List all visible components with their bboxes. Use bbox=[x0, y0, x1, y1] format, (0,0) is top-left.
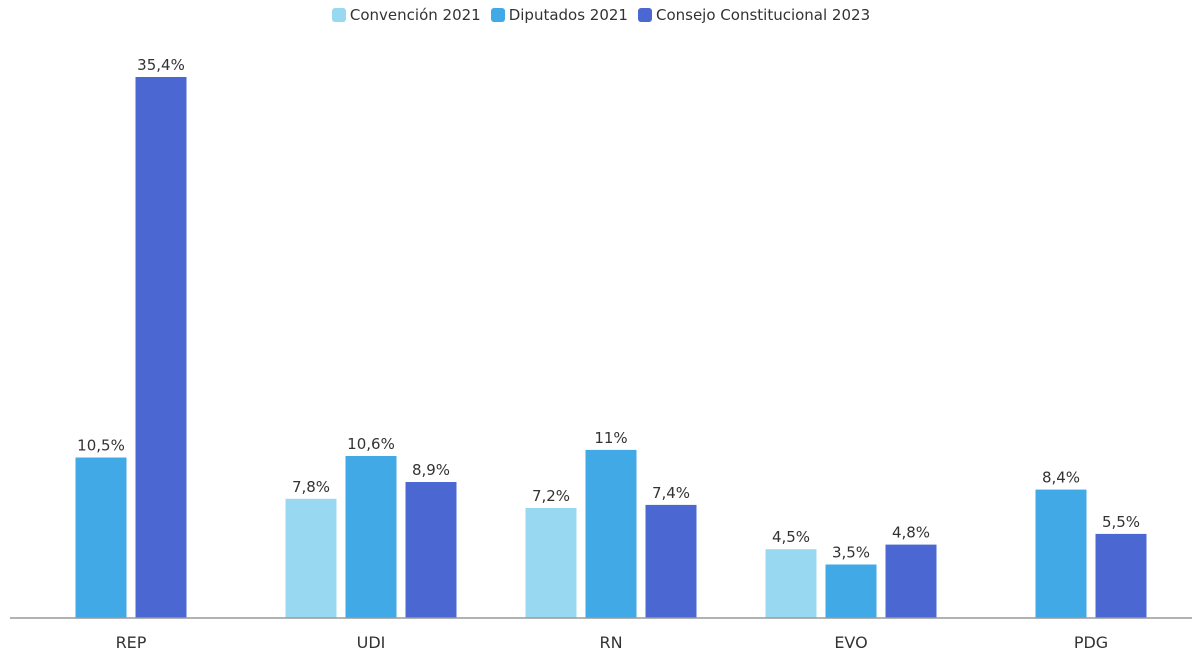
data-label-pdg-diputados: 8,4% bbox=[1042, 469, 1080, 487]
data-label-rn-consejo: 7,4% bbox=[652, 484, 690, 502]
bar-evo-diputados[interactable] bbox=[826, 565, 877, 619]
bar-rn-consejo[interactable] bbox=[646, 505, 697, 618]
data-label-udi-consejo: 8,9% bbox=[412, 461, 450, 479]
x-tick-label-rn: RN bbox=[599, 633, 622, 652]
data-label-evo-convencion: 4,5% bbox=[772, 528, 810, 546]
x-tick-label-udi: UDI bbox=[357, 633, 386, 652]
bar-evo-convencion[interactable] bbox=[766, 549, 817, 618]
bar-udi-convencion[interactable] bbox=[286, 499, 337, 618]
bar-rep-diputados[interactable] bbox=[76, 458, 127, 619]
data-label-rep-consejo: 35,4% bbox=[137, 56, 185, 74]
x-tick-label-rep: REP bbox=[116, 633, 147, 652]
data-label-udi-diputados: 10,6% bbox=[347, 435, 395, 453]
bar-udi-consejo[interactable] bbox=[406, 482, 457, 618]
data-label-rn-convencion: 7,2% bbox=[532, 487, 570, 505]
bar-pdg-consejo[interactable] bbox=[1096, 534, 1147, 618]
data-label-udi-convencion: 7,8% bbox=[292, 478, 330, 496]
data-label-evo-diputados: 3,5% bbox=[832, 544, 870, 562]
x-tick-label-evo: EVO bbox=[834, 633, 867, 652]
x-tick-labels: REP UDI RN EVO PDG bbox=[116, 633, 1109, 652]
bars-layer bbox=[76, 77, 1147, 618]
bar-rn-convencion[interactable] bbox=[526, 508, 577, 618]
bar-pdg-diputados[interactable] bbox=[1036, 490, 1087, 618]
data-label-pdg-consejo: 5,5% bbox=[1102, 513, 1140, 531]
bar-evo-consejo[interactable] bbox=[886, 545, 937, 618]
data-label-rep-diputados: 10,5% bbox=[77, 437, 125, 455]
x-tick-label-pdg: PDG bbox=[1074, 633, 1108, 652]
data-label-evo-consejo: 4,8% bbox=[892, 524, 930, 542]
data-label-rn-diputados: 11% bbox=[594, 429, 627, 447]
bar-rn-diputados[interactable] bbox=[586, 450, 637, 618]
bar-rep-consejo[interactable] bbox=[136, 77, 187, 618]
bar-udi-diputados[interactable] bbox=[346, 456, 397, 618]
